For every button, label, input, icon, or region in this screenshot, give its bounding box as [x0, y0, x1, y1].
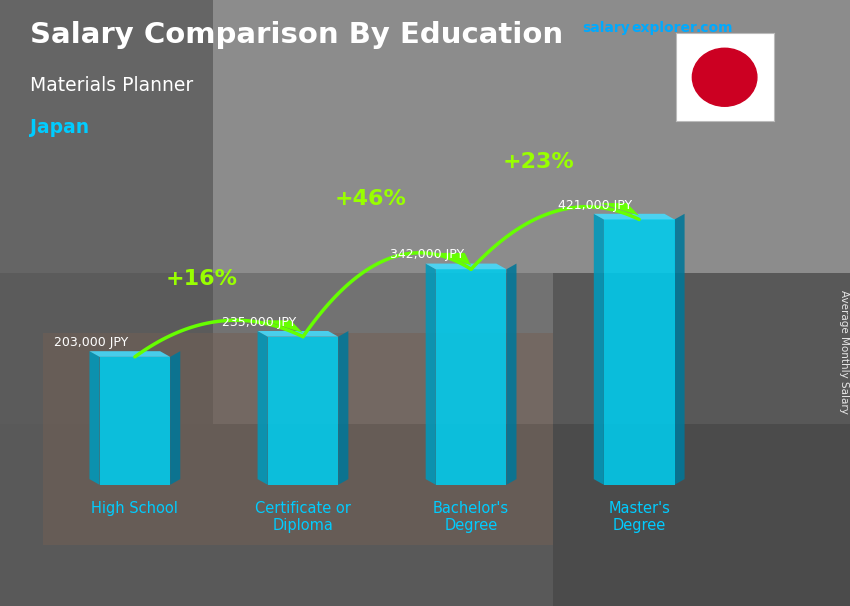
Bar [0, 0, 212, 424]
Text: explorer: explorer [632, 21, 697, 35]
Bar [552, 273, 850, 606]
Text: +46%: +46% [334, 190, 406, 210]
Bar [0, 424, 850, 606]
Polygon shape [170, 351, 180, 485]
Text: Materials Planner: Materials Planner [30, 76, 193, 95]
Polygon shape [436, 269, 507, 485]
Polygon shape [258, 331, 268, 485]
Bar [42, 333, 552, 545]
Text: Salary Comparison By Education: Salary Comparison By Education [30, 21, 563, 49]
Polygon shape [268, 337, 338, 485]
Polygon shape [258, 331, 338, 337]
Text: +16%: +16% [166, 270, 238, 290]
Text: 421,000 JPY: 421,000 JPY [558, 199, 632, 211]
Polygon shape [507, 264, 517, 485]
Text: .com: .com [695, 21, 733, 35]
Polygon shape [89, 351, 99, 485]
Polygon shape [338, 331, 348, 485]
Polygon shape [594, 214, 604, 485]
Text: salary: salary [582, 21, 630, 35]
Text: Japan: Japan [30, 118, 89, 137]
Text: +23%: +23% [502, 152, 575, 172]
Polygon shape [438, 253, 471, 265]
Polygon shape [89, 351, 170, 357]
Polygon shape [675, 214, 684, 485]
Polygon shape [426, 264, 436, 485]
Polygon shape [264, 321, 303, 333]
Polygon shape [604, 219, 675, 485]
Bar [0, 273, 850, 424]
Text: 203,000 JPY: 203,000 JPY [54, 336, 128, 349]
Text: Average Monthly Salary: Average Monthly Salary [839, 290, 849, 413]
Text: 342,000 JPY: 342,000 JPY [390, 248, 464, 261]
Polygon shape [594, 214, 675, 219]
Polygon shape [99, 357, 170, 485]
Polygon shape [600, 203, 639, 216]
Bar [0, 0, 850, 273]
Text: 235,000 JPY: 235,000 JPY [222, 316, 297, 329]
Polygon shape [426, 264, 507, 269]
Circle shape [693, 48, 756, 106]
